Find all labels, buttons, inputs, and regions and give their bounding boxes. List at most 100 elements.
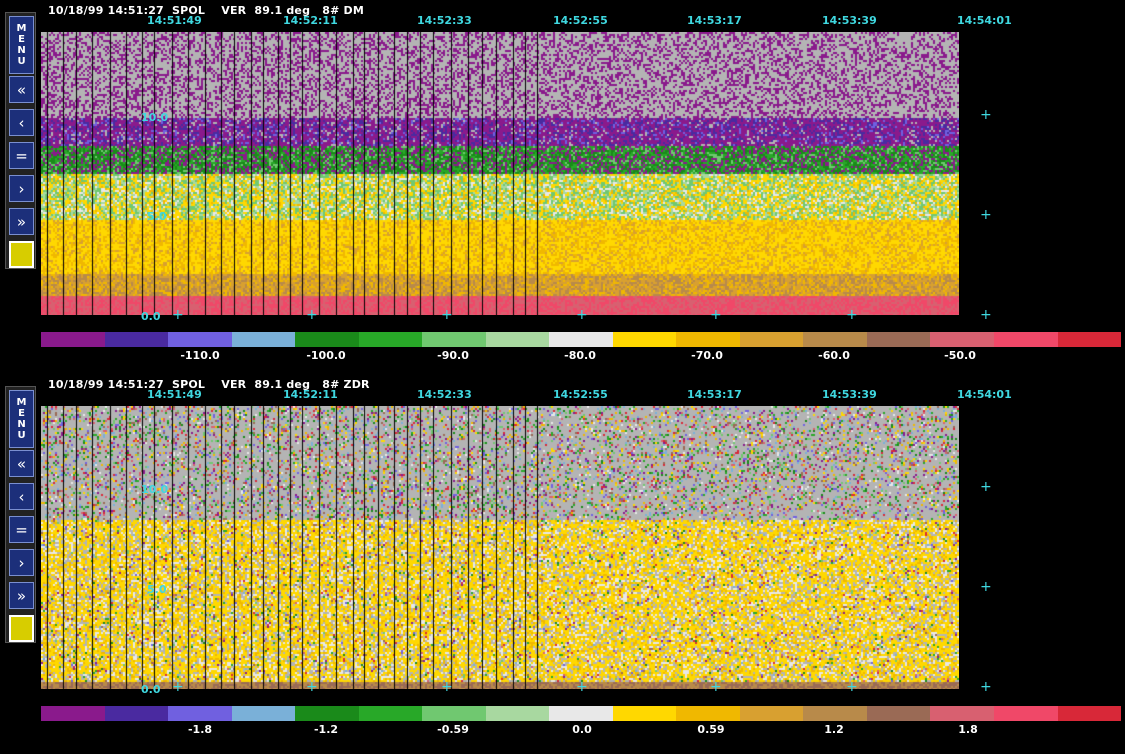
grid-marker: +: [306, 679, 318, 695]
color-scale-labels: -1.8 -1.2 -0.59 0.0 0.59 1.2 1.8: [0, 723, 1125, 737]
chevron-left-icon: ‹: [18, 113, 25, 132]
color-scale-swatch: [485, 706, 550, 721]
color-scale-label: 0.59: [697, 723, 725, 736]
color-scale-swatch: [866, 706, 931, 721]
height-label: 5.0: [147, 210, 167, 223]
grid-marker: +: [980, 579, 992, 595]
grid-marker: +: [980, 207, 992, 223]
fast-forward-button[interactable]: »: [9, 208, 34, 235]
height-label: 0.0: [141, 310, 161, 323]
time-label: 14:52:33: [417, 388, 472, 401]
dm-plot-canvas[interactable]: [41, 32, 959, 315]
color-scale-swatch: [993, 706, 1058, 721]
color-scale-swatch: [930, 332, 994, 347]
color-swatch-button[interactable]: [9, 241, 34, 268]
color-scale-swatch: [676, 706, 740, 721]
time-label: 14:52:55: [553, 388, 608, 401]
color-scale-swatch: [41, 706, 105, 721]
panel-header: 10/18/99 14:51:27 SPOL VER 89.1 deg 8# D…: [48, 4, 365, 17]
chevron-right-icon: ›: [18, 179, 25, 198]
height-label: 10.0: [141, 111, 169, 124]
color-scale-swatch: [1057, 332, 1122, 347]
panel-header: 10/18/99 14:51:27 SPOL VER 89.1 deg 8# Z…: [48, 378, 370, 391]
color-scale-label: 1.2: [824, 723, 844, 736]
grid-marker: +: [172, 679, 184, 695]
fast-back-button[interactable]: «: [9, 76, 34, 103]
color-scale-swatch: [104, 332, 169, 347]
time-label: 14:52:55: [553, 14, 608, 27]
color-scale-swatch: [485, 332, 550, 347]
time-label: 14:53:39: [822, 388, 877, 401]
color-scale-swatch: [422, 332, 486, 347]
color-scale-label: -80.0: [564, 349, 596, 362]
grid-marker: +: [980, 307, 992, 323]
grid-marker: +: [710, 307, 722, 323]
color-scale-swatch: [295, 706, 359, 721]
double-chevron-right-icon: »: [16, 212, 27, 231]
color-scale-swatch: [104, 706, 169, 721]
color-scale-swatch: [612, 332, 677, 347]
color-scale-swatch: [168, 706, 232, 721]
color-scale-label: -100.0: [306, 349, 346, 362]
grid-marker: +: [441, 679, 453, 695]
color-scale-swatch: [231, 332, 296, 347]
fast-forward-button[interactable]: »: [9, 582, 34, 609]
time-label: 14:52:11: [283, 14, 338, 27]
step-back-button[interactable]: ‹: [9, 483, 34, 510]
zdr-plot-canvas[interactable]: [41, 406, 959, 689]
color-scale-swatch: [676, 332, 740, 347]
grid-marker: +: [306, 307, 318, 323]
color-scale-swatch: [549, 332, 613, 347]
color-scale-label: -60.0: [818, 349, 850, 362]
grid-marker: +: [441, 307, 453, 323]
color-scale-swatch: [866, 332, 931, 347]
height-label: 10.0: [141, 483, 169, 496]
color-scale-swatch: [295, 332, 359, 347]
time-axis: 14:51:49 14:52:11 14:52:33 14:52:55 14:5…: [0, 388, 1125, 402]
time-label: 14:51:49: [147, 388, 202, 401]
height-label: 0.0: [141, 683, 161, 696]
color-scale-swatch: [231, 706, 296, 721]
grid-marker: +: [980, 679, 992, 695]
step-back-button[interactable]: ‹: [9, 109, 34, 136]
equals-icon: =: [15, 520, 28, 539]
color-scale-label: -110.0: [180, 349, 220, 362]
color-scale-swatch: [358, 332, 423, 347]
fast-back-button[interactable]: «: [9, 450, 34, 477]
color-scale-swatch: [739, 332, 804, 347]
color-scale-swatch: [41, 332, 105, 347]
color-scale-swatch: [612, 706, 677, 721]
color-scale-label: -90.0: [437, 349, 469, 362]
chevron-right-icon: ›: [18, 553, 25, 572]
time-label: 14:53:17: [687, 388, 742, 401]
color-scale-label: -1.2: [313, 723, 339, 736]
grid-marker: +: [576, 307, 588, 323]
color-scale-swatch: [422, 706, 486, 721]
double-chevron-right-icon: »: [16, 586, 27, 605]
color-scale-swatch: [803, 332, 867, 347]
grid-marker: +: [980, 107, 992, 123]
color-scale-label: -1.8: [187, 723, 213, 736]
grid-marker: +: [846, 307, 858, 323]
time-label: 14:53:39: [822, 14, 877, 27]
color-scale-label: -0.59: [437, 723, 469, 736]
color-scale-label: -50.0: [944, 349, 976, 362]
grid-marker: +: [710, 679, 722, 695]
color-scale-swatch: [803, 706, 867, 721]
double-chevron-left-icon: «: [16, 80, 27, 99]
current-button[interactable]: =: [9, 516, 34, 543]
grid-marker: +: [846, 679, 858, 695]
time-label: 14:51:49: [147, 14, 202, 27]
current-button[interactable]: =: [9, 142, 34, 169]
color-swatch-button[interactable]: [9, 615, 34, 642]
color-scale-label: -70.0: [691, 349, 723, 362]
color-scale-bar: [41, 706, 1122, 721]
step-forward-button[interactable]: ›: [9, 175, 34, 202]
step-forward-button[interactable]: ›: [9, 549, 34, 576]
